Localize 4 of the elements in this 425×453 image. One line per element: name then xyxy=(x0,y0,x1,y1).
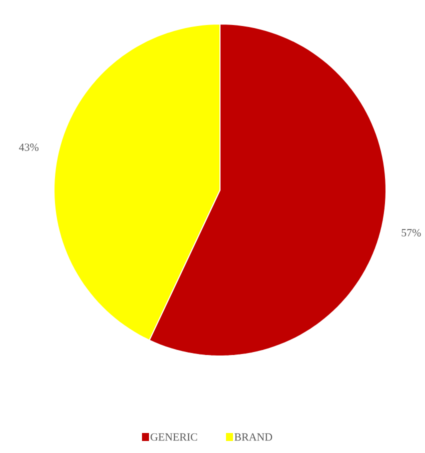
legend-label: BRAND xyxy=(234,433,272,441)
legend-label: GENERIC xyxy=(150,433,198,441)
data-label: 43% xyxy=(19,144,39,151)
data-label: 57% xyxy=(402,229,422,236)
